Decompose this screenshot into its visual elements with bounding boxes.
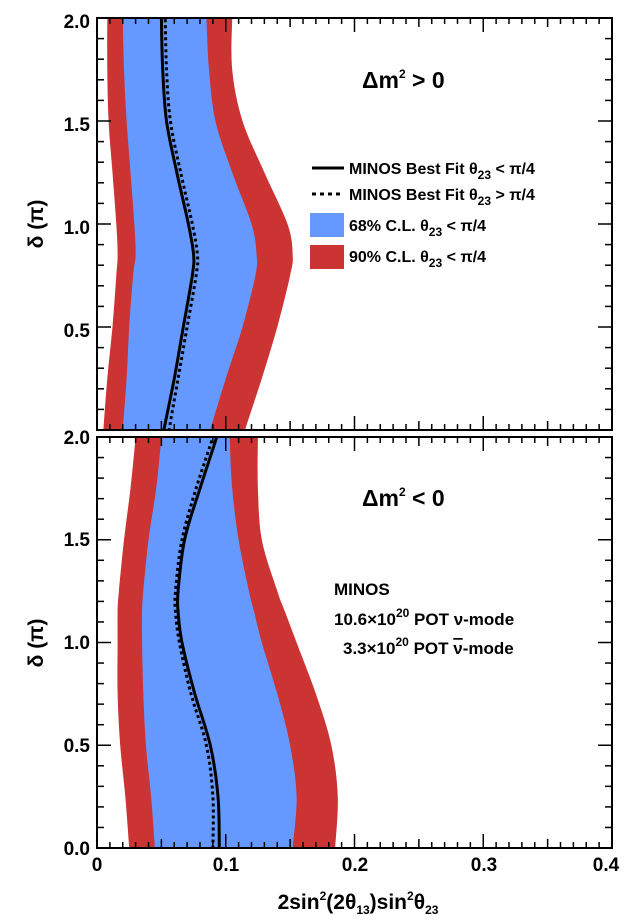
legend-68cl-swatch bbox=[310, 213, 344, 237]
top-best-fit-upper-octant-line bbox=[163, 18, 200, 430]
top-band-68cl bbox=[122, 18, 258, 430]
top-panel-plot-area bbox=[103, 18, 293, 430]
bottom-panel-ticks bbox=[96, 436, 613, 849]
bottom-ytick-label-2: 1.0 bbox=[64, 633, 90, 654]
top-ytick-label-2: 1.5 bbox=[64, 115, 91, 136]
bottom-xtick-label-2: 0.2 bbox=[342, 855, 368, 876]
x-axis-title: 2sin2(2θ13)sin2θ23 bbox=[278, 889, 439, 917]
top-ytick-label-3: 2.0 bbox=[64, 12, 90, 33]
top-panel: 0.5 1.0 1.5 2.0 δ (π) Δm2 > 0 MINOS Best… bbox=[25, 12, 613, 431]
info-line-neutrino-exposure: 10.6×1020 POT ν-mode bbox=[334, 606, 514, 629]
bottom-panel-plot-area bbox=[117, 437, 338, 848]
bottom-xtick-label-1: 0.1 bbox=[213, 855, 240, 876]
bottom-panel: 0.0 0.5 1.0 1.5 2.0 0 0.1 0.2 0.3 0.4 δ … bbox=[25, 428, 620, 917]
legend-entry-solid: MINOS Best Fit θ23 < π/4 bbox=[349, 161, 535, 182]
bottom-xtick-label-4: 0.4 bbox=[593, 855, 620, 876]
bottom-xtick-label-3: 0.3 bbox=[471, 855, 497, 876]
top-y-axis-title: δ (π) bbox=[25, 200, 48, 249]
top-panel-label: Δm2 > 0 bbox=[362, 67, 445, 93]
legend-entry-68cl: 68% C.L. θ23 < π/4 bbox=[349, 218, 486, 239]
bottom-ytick-label-4: 2.0 bbox=[64, 428, 90, 449]
legend: MINOS Best Fit θ23 < π/4 MINOS Best Fit … bbox=[310, 161, 535, 270]
top-ytick-label-0: 0.5 bbox=[64, 321, 91, 342]
bottom-best-fit-lower-octant-line bbox=[175, 437, 221, 848]
info-line-antineutrino-exposure: 3.3×1020 POT ν-mode bbox=[343, 635, 514, 658]
bottom-xtick-label-0: 0 bbox=[92, 855, 103, 876]
legend-entry-dotted: MINOS Best Fit θ23 > π/4 bbox=[349, 187, 535, 208]
legend-entry-90cl: 90% C.L. θ23 < π/4 bbox=[349, 249, 486, 270]
exposure-info: MINOS 10.6×1020 POT ν-mode 3.3×1020 POT … bbox=[334, 580, 514, 658]
bottom-y-axis-title: δ (π) bbox=[25, 619, 48, 668]
bottom-ytick-label-0: 0.0 bbox=[64, 839, 90, 860]
bottom-ytick-label-1: 0.5 bbox=[64, 736, 91, 757]
legend-90cl-swatch bbox=[310, 245, 344, 269]
bottom-panel-label: Δm2 < 0 bbox=[362, 485, 445, 511]
top-ytick-label-1: 1.0 bbox=[64, 218, 90, 239]
info-line-experiment: MINOS bbox=[334, 580, 390, 599]
top-panel-ticks bbox=[96, 17, 613, 431]
bottom-ytick-label-3: 1.5 bbox=[64, 530, 91, 551]
top-best-fit-lower-octant-line bbox=[159, 18, 196, 430]
